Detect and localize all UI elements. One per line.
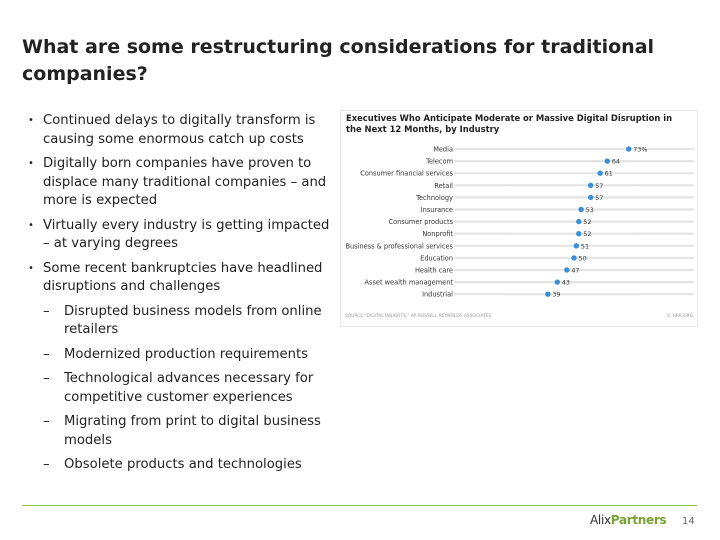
data-point <box>554 279 561 285</box>
dash-marker: – <box>43 371 50 386</box>
data-point <box>604 158 611 164</box>
bullet-marker: • <box>28 158 34 169</box>
category-label: Media <box>433 146 453 154</box>
value-label: 57 <box>595 182 603 190</box>
sub-bullet-text: Modernized production requirements <box>64 346 308 362</box>
data-point <box>573 243 580 249</box>
slide-title: What are some restructuring consideratio… <box>22 36 655 85</box>
bullet-text: Some recent bankruptcies have headlined … <box>43 260 323 295</box>
logo-text-partners: Partners <box>610 513 667 527</box>
data-point <box>545 291 551 297</box>
disruption-chart: Executives Who Anticipate Moderate or Ma… <box>340 110 698 327</box>
value-label: 52 <box>583 218 591 226</box>
chart-plot: Media 73% Telecom 64 Consumer financial serv… <box>345 146 695 319</box>
chart-title: Executives Who Anticipate Moderate or Ma… <box>346 113 673 134</box>
sub-bullet-item: – Migrating from print to digital busines… <box>22 413 338 450</box>
chart-source: SOURCE "DIGITAL INSIGHTS," AP RUSSELL RE… <box>345 313 491 319</box>
bullet-text: Digitally born companies have proven to … <box>43 156 327 208</box>
bullet-item: • Continued delays to digitally transform… <box>22 112 338 149</box>
bullet-marker: • <box>28 115 34 126</box>
sub-bullet-text: Technological advances necessary for com… <box>64 371 314 405</box>
value-label: 43 <box>562 279 570 287</box>
category-label: Telecom <box>425 158 453 166</box>
logo-text-alix: Alix <box>590 513 611 527</box>
category-label: Consumer products <box>388 218 453 226</box>
category-label: Consumer financial services <box>360 170 453 178</box>
sub-bullet-item: – Modernized production requirements <box>22 346 338 365</box>
category-label: Technology <box>415 194 453 202</box>
page-number: 14 <box>682 516 695 527</box>
value-label: 47 <box>571 267 579 275</box>
value-label: 57 <box>595 194 603 202</box>
category-label: Insurance <box>421 206 453 214</box>
value-label: 52 <box>583 230 591 238</box>
dash-marker: – <box>43 303 50 319</box>
data-point <box>576 218 582 225</box>
chart-credit: © HBR.ORG <box>667 312 694 319</box>
category-label: Asset wealth management <box>365 279 454 287</box>
dash-marker: – <box>43 346 50 362</box>
bullet-list: • Continued delays to digitally transform… <box>22 112 338 481</box>
category-label: Nonprofit <box>422 230 453 238</box>
data-point <box>587 182 594 188</box>
bullet-item: • Virtually every industry is getting imp… <box>22 217 338 254</box>
bullet-marker: • <box>28 219 34 231</box>
category-label: Industrial <box>422 291 453 299</box>
bullet-text: Continued delays to digitally transform … <box>43 113 316 147</box>
data-point <box>564 267 570 273</box>
data-point <box>597 170 603 176</box>
sub-bullet-item: – Obsolete products and technologies <box>22 456 338 475</box>
category-label: Health care <box>415 267 453 275</box>
bullet-item: • Digitally born companies have proven to… <box>22 155 338 211</box>
category-label: Education <box>420 254 453 262</box>
category-label: Business & professional services <box>345 242 453 250</box>
data-point <box>578 206 584 213</box>
value-label: 51 <box>581 242 589 250</box>
value-label: 50 <box>579 254 587 262</box>
sub-bullet-item: – Disrupted business models from online r… <box>22 303 338 340</box>
category-label: Retail <box>434 182 453 190</box>
dash-marker: – <box>43 457 50 472</box>
bullet-marker: • <box>28 262 34 274</box>
value-label: 73% <box>633 146 647 154</box>
bullet-item: • Some recent bankruptcies have headlined… <box>22 260 338 297</box>
data-point <box>571 255 577 261</box>
data-point <box>576 231 582 237</box>
bullet-text: Virtually every industry is getting impa… <box>43 217 330 252</box>
sub-bullet-item: – Technological advances necessary for co… <box>22 370 338 407</box>
company-logo: AlixPartners <box>590 513 667 527</box>
data-point <box>626 146 632 152</box>
footer-rule <box>22 505 697 506</box>
dash-marker: – <box>43 414 50 429</box>
sub-bullet-text: Obsolete products and technologies <box>64 457 302 472</box>
value-label: 39 <box>552 291 560 299</box>
sub-bullet-text: Migrating from print to digital business… <box>64 414 321 448</box>
sub-bullet-text: Disrupted business models from online re… <box>64 303 322 338</box>
value-label: 64 <box>612 158 620 166</box>
value-label: 53 <box>586 206 594 214</box>
value-label: 61 <box>605 170 613 178</box>
data-point <box>587 194 594 201</box>
